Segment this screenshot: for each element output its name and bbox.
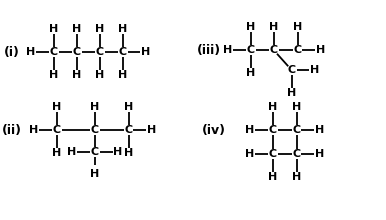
Text: H: H	[245, 149, 254, 159]
Text: C: C	[50, 47, 58, 57]
Text: H: H	[90, 102, 99, 112]
Text: H: H	[287, 88, 296, 98]
Text: H: H	[316, 45, 325, 55]
Text: H: H	[27, 47, 36, 57]
Text: H: H	[245, 125, 254, 135]
Text: C: C	[269, 125, 277, 135]
Text: H: H	[141, 47, 150, 57]
Text: H: H	[52, 148, 61, 158]
Text: H: H	[292, 102, 301, 112]
Text: H: H	[29, 125, 39, 135]
Text: H: H	[52, 102, 61, 112]
Text: H: H	[292, 172, 301, 182]
Text: (i): (i)	[4, 46, 20, 59]
Text: H: H	[147, 125, 156, 135]
Text: H: H	[310, 65, 319, 75]
Text: C: C	[269, 45, 278, 55]
Text: H: H	[95, 24, 104, 34]
Text: C: C	[288, 65, 296, 75]
Text: H: H	[113, 147, 122, 157]
Text: H: H	[223, 45, 232, 55]
Text: C: C	[119, 47, 127, 57]
Text: C: C	[269, 149, 277, 159]
Text: C: C	[91, 147, 99, 157]
Text: H: H	[95, 70, 104, 80]
Text: C: C	[293, 45, 301, 55]
Text: H: H	[49, 24, 59, 34]
Text: H: H	[315, 149, 324, 159]
Text: (iii): (iii)	[197, 44, 221, 57]
Text: C: C	[96, 47, 104, 57]
Text: H: H	[118, 24, 127, 34]
Text: H: H	[72, 24, 81, 34]
Text: (ii): (ii)	[2, 123, 22, 136]
Text: H: H	[67, 147, 76, 157]
Text: H: H	[90, 169, 99, 179]
Text: H: H	[246, 68, 256, 78]
Text: (iv): (iv)	[202, 123, 226, 136]
Text: C: C	[73, 47, 81, 57]
Text: H: H	[268, 172, 277, 182]
Text: C: C	[247, 45, 255, 55]
Text: H: H	[269, 22, 278, 32]
Text: C: C	[293, 125, 301, 135]
Text: C: C	[91, 125, 99, 135]
Text: H: H	[293, 22, 302, 32]
Text: C: C	[293, 149, 301, 159]
Text: C: C	[124, 125, 132, 135]
Text: H: H	[124, 102, 133, 112]
Text: H: H	[315, 125, 324, 135]
Text: H: H	[268, 102, 277, 112]
Text: H: H	[246, 22, 256, 32]
Text: H: H	[72, 70, 81, 80]
Text: H: H	[124, 148, 133, 158]
Text: C: C	[53, 125, 61, 135]
Text: H: H	[49, 70, 59, 80]
Text: H: H	[118, 70, 127, 80]
